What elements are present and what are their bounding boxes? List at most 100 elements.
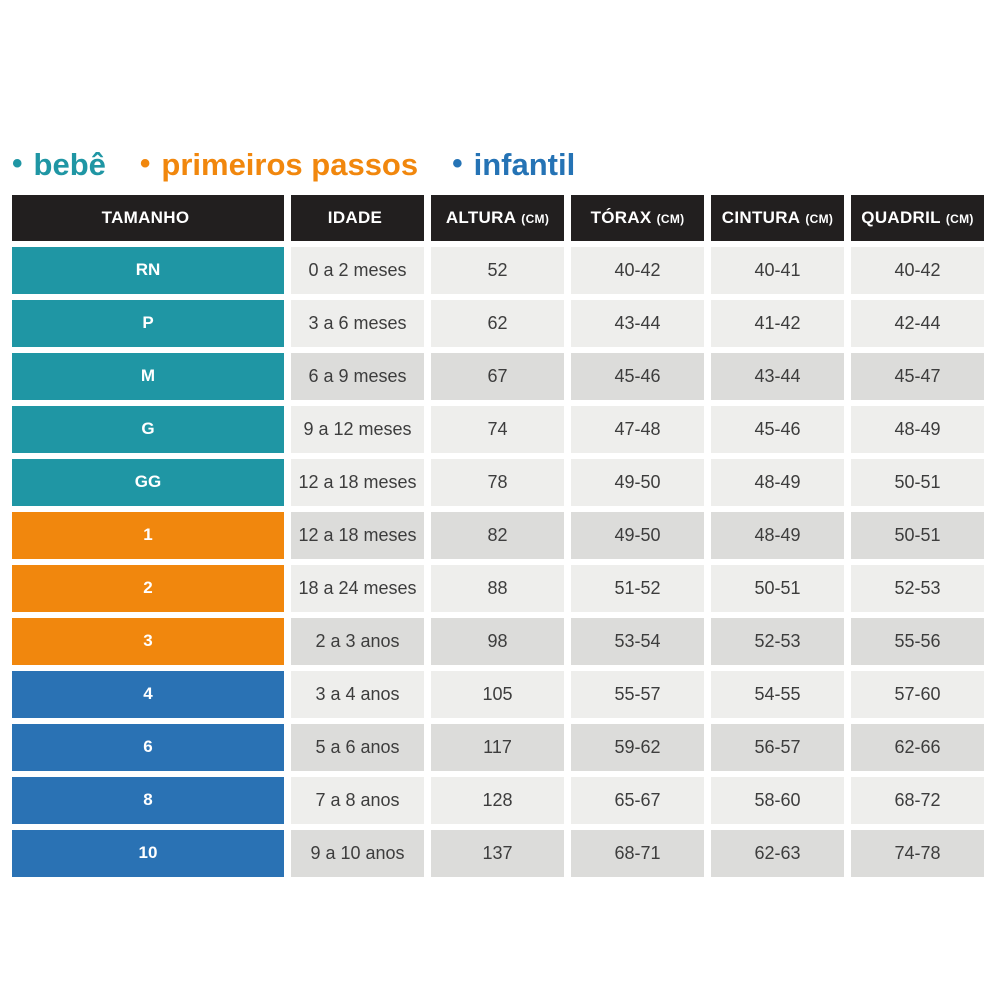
quadril-cell: 62-66 <box>851 723 984 771</box>
altura-cell: 52 <box>431 246 564 294</box>
legend-label: infantil <box>473 147 576 182</box>
quadril-cell: 57-60 <box>851 670 984 718</box>
header-label: CINTURA <box>721 207 801 227</box>
header-unit: (CM) <box>945 211 974 226</box>
torax-cell: 40-42 <box>571 246 704 294</box>
header-label: ALTURA <box>445 207 517 227</box>
size-cell: GG <box>12 458 284 506</box>
torax-cell: 49-50 <box>571 511 704 559</box>
altura-cell: 74 <box>431 405 564 453</box>
torax-cell: 51-52 <box>571 564 704 612</box>
cintura-cell: 52-53 <box>711 617 844 665</box>
altura-cell: 98 <box>431 617 564 665</box>
quadril-cell: 42-44 <box>851 299 984 347</box>
bullet-icon: • <box>139 147 151 180</box>
header-cintura: CINTURA (CM) <box>711 194 844 241</box>
altura-cell: 105 <box>431 670 564 718</box>
quadril-cell: 68-72 <box>851 776 984 824</box>
quadril-cell: 40-42 <box>851 246 984 294</box>
cintura-cell: 50-51 <box>711 564 844 612</box>
idade-cell: 18 a 24 meses <box>291 564 424 612</box>
legend-label: bebê <box>33 147 106 182</box>
size-table: TAMANHO IDADE ALTURA (CM) TÓRAX (CM) CINTU… <box>12 194 984 877</box>
idade-cell: 12 a 18 meses <box>291 511 424 559</box>
quadril-cell: 52-53 <box>851 564 984 612</box>
size-cell: 2 <box>12 564 284 612</box>
altura-cell: 67 <box>431 352 564 400</box>
cintura-cell: 62-63 <box>711 829 844 877</box>
header-label: IDADE <box>327 207 383 227</box>
size-cell: 4 <box>12 670 284 718</box>
idade-cell: 9 a 12 meses <box>291 405 424 453</box>
torax-cell: 43-44 <box>571 299 704 347</box>
altura-cell: 117 <box>431 723 564 771</box>
header-torax: TÓRAX (CM) <box>571 194 704 241</box>
cintura-cell: 43-44 <box>711 352 844 400</box>
torax-cell: 65-67 <box>571 776 704 824</box>
size-cell: 8 <box>12 776 284 824</box>
legend-item-primeiros-passos: • primeiros passos <box>140 146 418 185</box>
quadril-cell: 50-51 <box>851 458 984 506</box>
altura-cell: 88 <box>431 564 564 612</box>
header-label: TAMANHO <box>101 207 190 227</box>
cintura-cell: 41-42 <box>711 299 844 347</box>
altura-cell: 62 <box>431 299 564 347</box>
quadril-cell: 45-47 <box>851 352 984 400</box>
idade-cell: 7 a 8 anos <box>291 776 424 824</box>
altura-cell: 128 <box>431 776 564 824</box>
altura-cell: 82 <box>431 511 564 559</box>
torax-cell: 59-62 <box>571 723 704 771</box>
torax-cell: 49-50 <box>571 458 704 506</box>
quadril-cell: 55-56 <box>851 617 984 665</box>
legend-label: primeiros passos <box>161 147 419 182</box>
torax-cell: 45-46 <box>571 352 704 400</box>
cintura-cell: 58-60 <box>711 776 844 824</box>
cintura-cell: 40-41 <box>711 246 844 294</box>
cintura-cell: 54-55 <box>711 670 844 718</box>
cintura-cell: 56-57 <box>711 723 844 771</box>
legend-item-bebe: • bebê <box>12 146 106 185</box>
category-legend: • bebê • primeiros passos • infantil <box>12 146 988 185</box>
altura-cell: 137 <box>431 829 564 877</box>
size-cell: RN <box>12 246 284 294</box>
torax-cell: 55-57 <box>571 670 704 718</box>
cintura-cell: 48-49 <box>711 511 844 559</box>
size-cell: G <box>12 405 284 453</box>
bullet-icon: • <box>12 147 23 180</box>
torax-cell: 53-54 <box>571 617 704 665</box>
size-cell: 1 <box>12 511 284 559</box>
quadril-cell: 50-51 <box>851 511 984 559</box>
idade-cell: 3 a 6 meses <box>291 299 424 347</box>
idade-cell: 5 a 6 anos <box>291 723 424 771</box>
torax-cell: 68-71 <box>571 829 704 877</box>
idade-cell: 12 a 18 meses <box>291 458 424 506</box>
bullet-icon: • <box>452 147 463 180</box>
quadril-cell: 48-49 <box>851 405 984 453</box>
torax-cell: 47-48 <box>571 405 704 453</box>
idade-cell: 9 a 10 anos <box>291 829 424 877</box>
header-idade: IDADE <box>291 194 424 241</box>
size-cell: 3 <box>12 617 284 665</box>
header-altura: ALTURA (CM) <box>431 194 564 241</box>
header-label: QUADRIL <box>861 207 941 227</box>
idade-cell: 2 a 3 anos <box>291 617 424 665</box>
size-cell: 6 <box>12 723 284 771</box>
header-label: TÓRAX <box>590 207 652 227</box>
header-unit: (CM) <box>521 211 550 226</box>
header-unit: (CM) <box>656 211 685 226</box>
size-cell: P <box>12 299 284 347</box>
idade-cell: 3 a 4 anos <box>291 670 424 718</box>
size-cell: M <box>12 352 284 400</box>
quadril-cell: 74-78 <box>851 829 984 877</box>
cintura-cell: 45-46 <box>711 405 844 453</box>
header-tamanho: TAMANHO <box>12 194 284 241</box>
altura-cell: 78 <box>431 458 564 506</box>
idade-cell: 6 a 9 meses <box>291 352 424 400</box>
size-cell: 10 <box>12 829 284 877</box>
idade-cell: 0 a 2 meses <box>291 246 424 294</box>
header-unit: (CM) <box>805 211 834 226</box>
cintura-cell: 48-49 <box>711 458 844 506</box>
header-quadril: QUADRIL (CM) <box>851 194 984 241</box>
legend-item-infantil: • infantil <box>452 146 575 185</box>
